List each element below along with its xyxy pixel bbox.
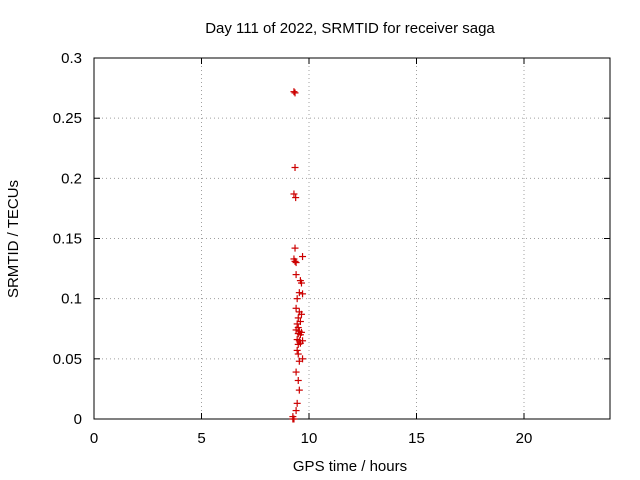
data-point [293,295,301,303]
data-point [294,314,302,322]
x-tick-label: 15 [408,430,425,447]
data-point [290,415,298,423]
data-points [289,88,307,423]
data-point [294,376,302,384]
data-point [295,357,303,365]
data-point [292,194,300,202]
y-tick-label: 0 [74,411,82,428]
y-axis-label: SRMTID / TECUs [5,180,22,298]
data-point [299,290,307,298]
tick-labels: 0 5 10 15 20 0 0.05 0.1 0.15 0.2 0.25 0.3 [53,50,533,447]
data-point [295,386,303,394]
data-point [297,279,305,287]
x-tick-label: 10 [301,430,318,447]
x-axis-label: GPS time / hours [293,458,407,475]
x-tick-label: 5 [197,430,205,447]
data-point [292,259,300,267]
data-point [297,310,305,318]
y-tick-label: 0.05 [53,351,82,368]
x-tick-label: 20 [516,430,533,447]
y-tick-label: 0.15 [53,231,82,248]
chart-title: Day 111 of 2022, SRMTID for receiver sag… [205,20,495,37]
data-point [294,350,302,358]
data-point [291,257,299,265]
data-point [292,368,300,376]
data-point [292,304,300,312]
data-point [290,190,298,198]
y-tick-label: 0.2 [61,170,82,187]
data-point [296,331,304,339]
data-point [290,88,298,96]
data-point [295,289,303,297]
plot-frame [93,57,611,420]
y-tick-label: 0.1 [61,291,82,308]
data-point [293,346,301,354]
y-tick-label: 0.3 [61,50,82,67]
data-point [291,164,299,172]
data-point [292,326,300,334]
axis-ticks [93,57,610,420]
data-point [293,320,301,328]
data-point [294,340,302,348]
grid-lines [94,58,610,419]
data-point [292,271,300,279]
y-tick-label: 0.25 [53,110,82,127]
x-tick-label: 0 [90,430,98,447]
data-point [291,89,299,97]
data-point [292,407,300,415]
data-point [293,399,301,407]
data-point [291,244,299,252]
data-point [299,253,307,261]
